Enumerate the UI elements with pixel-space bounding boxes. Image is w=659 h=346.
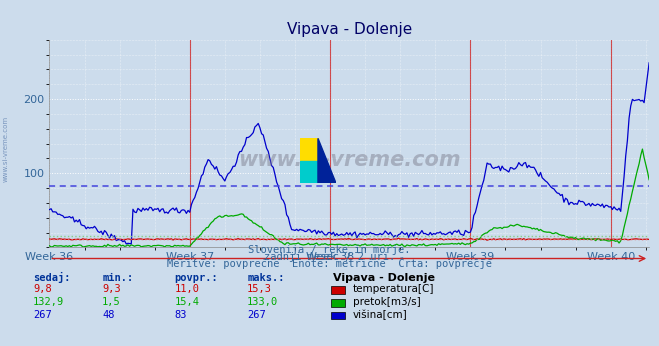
Text: višina[cm]: višina[cm] <box>353 309 407 320</box>
Polygon shape <box>300 138 318 161</box>
Text: Vipava - Dolenje: Vipava - Dolenje <box>333 273 435 283</box>
Text: 15,4: 15,4 <box>175 297 200 307</box>
Text: 11,0: 11,0 <box>175 284 200 294</box>
Title: Vipava - Dolenje: Vipava - Dolenje <box>287 22 412 37</box>
Text: 1,5: 1,5 <box>102 297 121 307</box>
Text: Slovenija / reke in morje.: Slovenija / reke in morje. <box>248 245 411 255</box>
Polygon shape <box>300 161 318 183</box>
Text: 48: 48 <box>102 310 115 320</box>
Text: temperatura[C]: temperatura[C] <box>353 284 434 294</box>
Text: zadnji mesec / 2 uri.: zadnji mesec / 2 uri. <box>264 252 395 262</box>
Text: 267: 267 <box>247 310 266 320</box>
Text: min.:: min.: <box>102 273 133 283</box>
Text: maks.:: maks.: <box>247 273 285 283</box>
Text: 15,3: 15,3 <box>247 284 272 294</box>
Text: povpr.:: povpr.: <box>175 273 218 283</box>
Text: 9,3: 9,3 <box>102 284 121 294</box>
Polygon shape <box>318 138 336 183</box>
Text: Meritve: povprečne  Enote: metrične  Črta: povprečje: Meritve: povprečne Enote: metrične Črta:… <box>167 257 492 269</box>
Text: 132,9: 132,9 <box>33 297 64 307</box>
Text: www.si-vreme.com: www.si-vreme.com <box>238 150 461 170</box>
Text: 9,8: 9,8 <box>33 284 51 294</box>
Text: pretok[m3/s]: pretok[m3/s] <box>353 297 420 307</box>
Text: 83: 83 <box>175 310 187 320</box>
Text: 267: 267 <box>33 310 51 320</box>
Text: www.si-vreme.com: www.si-vreme.com <box>2 116 9 182</box>
Text: sedaj:: sedaj: <box>33 272 71 283</box>
Text: 133,0: 133,0 <box>247 297 278 307</box>
